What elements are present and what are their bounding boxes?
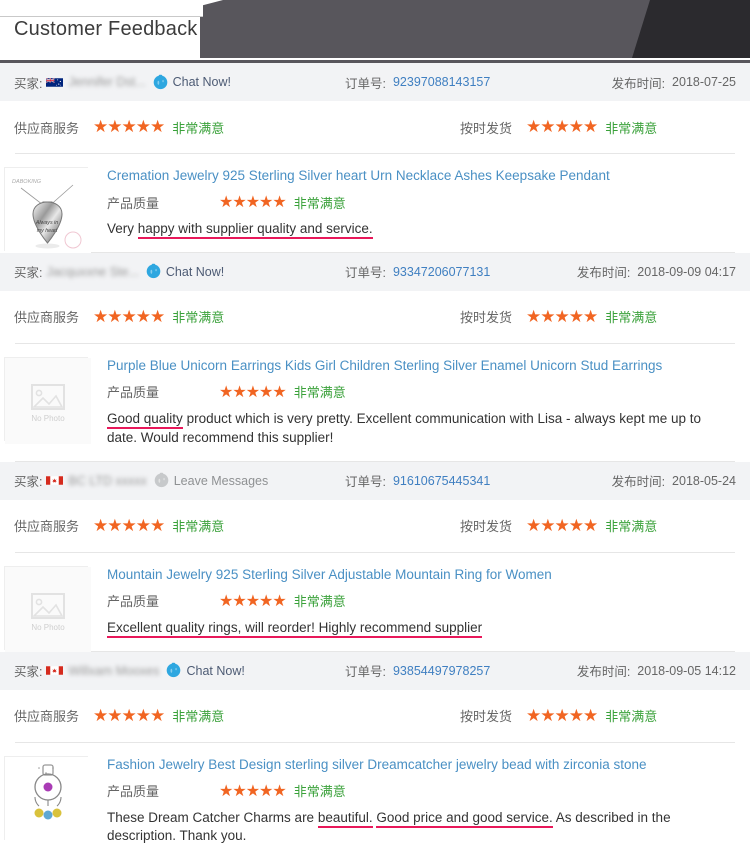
- svg-text:DABOKING: DABOKING: [12, 179, 42, 185]
- svg-text:my heart: my heart: [37, 228, 58, 234]
- svg-text:No Photo: No Photo: [31, 623, 65, 632]
- svg-text:No Photo: No Photo: [31, 414, 65, 423]
- svg-text:Always in: Always in: [35, 220, 58, 226]
